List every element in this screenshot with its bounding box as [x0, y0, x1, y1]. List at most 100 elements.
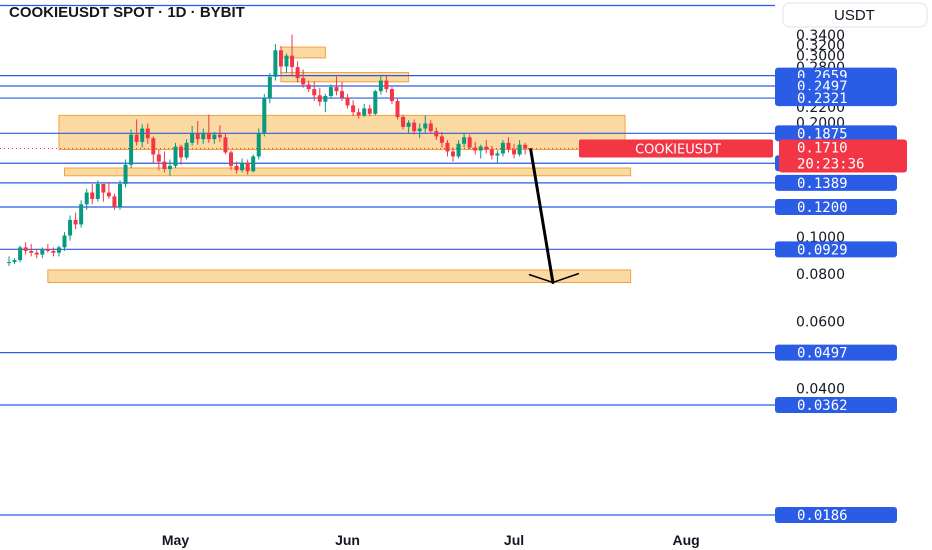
- candle-body: [351, 105, 356, 113]
- level-tag-label: 0.0497: [797, 346, 848, 362]
- support-resistance-zone: [64, 167, 632, 177]
- y-tick-label: 0.0800: [796, 267, 845, 283]
- candle-body: [240, 162, 245, 171]
- arrow-head: [528, 272, 580, 284]
- candle-body: [328, 87, 333, 97]
- candle-body: [173, 146, 178, 166]
- candle-body: [123, 164, 128, 184]
- candle-body: [462, 137, 467, 144]
- candle-body: [162, 161, 167, 170]
- candle-body: [106, 192, 111, 197]
- candle-body: [112, 196, 117, 208]
- candle-body: [195, 133, 200, 140]
- candle-body: [384, 80, 389, 90]
- candle-body: [284, 55, 289, 67]
- candle-body: [262, 98, 267, 133]
- candle-body: [56, 247, 61, 253]
- candle-body: [201, 132, 206, 140]
- candle-body: [23, 247, 28, 251]
- candle-body: [290, 55, 295, 68]
- candle-body: [90, 192, 95, 199]
- level-tag: [775, 125, 897, 142]
- candle-body: [467, 137, 472, 148]
- candle-body: [29, 250, 34, 253]
- candle-body: [184, 142, 189, 158]
- current-price-label: 0.1710: [797, 141, 848, 157]
- candle-body: [423, 123, 428, 129]
- currency-label: USDT: [834, 7, 875, 24]
- candle-body: [506, 142, 511, 150]
- candle-body: [45, 249, 50, 251]
- candle-body: [500, 142, 505, 154]
- level-tag: [775, 344, 897, 361]
- x-tick-label: Jul: [504, 532, 524, 548]
- candle-body: [451, 151, 455, 157]
- level-tag: [775, 77, 897, 94]
- candle-body: [312, 89, 317, 96]
- symbol-tag: [579, 139, 773, 158]
- chart-title: COOKIEUSDT SPOT · 1D · BYBIT: [9, 4, 245, 21]
- candle-body: [145, 128, 150, 139]
- candle-body: [406, 122, 411, 127]
- candle-body: [217, 134, 222, 138]
- candle-body: [323, 96, 328, 102]
- candle-body: [456, 143, 461, 157]
- candle-body: [151, 138, 156, 155]
- candle-body: [256, 132, 261, 157]
- candle-body: [489, 149, 494, 156]
- candle-body: [223, 137, 228, 153]
- candle-body: [251, 156, 256, 172]
- currency-box[interactable]: [782, 2, 928, 28]
- candle-body: [62, 235, 67, 248]
- candle-body: [356, 112, 361, 116]
- candle-body: [79, 204, 84, 225]
- candle-body: [212, 134, 217, 140]
- time-axis[interactable]: May Jun Jul Aug: [162, 532, 700, 548]
- candle-body: [156, 154, 161, 162]
- zone-layer: [47, 46, 632, 283]
- candle-body: [84, 192, 89, 205]
- candle-body: [362, 108, 367, 116]
- candle-body: [12, 260, 17, 263]
- candle-body: [317, 95, 322, 102]
- candle-body: [190, 133, 195, 143]
- level-tag-label: 0.0929: [797, 242, 848, 258]
- arrow-shaft: [529, 147, 555, 284]
- y-tick-label: 0.3200: [796, 38, 845, 54]
- candle-body: [340, 91, 344, 98]
- candle-body: [301, 78, 306, 85]
- candle-body: [34, 252, 39, 255]
- candle-body: [345, 97, 350, 106]
- candle-body: [51, 250, 56, 253]
- level-tag-label: 0.1200: [797, 200, 848, 216]
- candle-body: [417, 128, 422, 132]
- candle-body: [140, 128, 145, 142]
- candle-body: [334, 87, 339, 92]
- candle-body: [95, 183, 100, 199]
- x-tick-label: May: [162, 532, 189, 548]
- candle-body: [517, 144, 522, 155]
- y-tick-label: 0.3400: [796, 28, 845, 44]
- candle-body: [206, 132, 211, 140]
- candle-body: [118, 183, 122, 208]
- candle-body: [179, 146, 184, 158]
- candle-body: [395, 101, 400, 117]
- level-tags-layer: 0.26590.24970.23210.18750.15640.13890.12…: [579, 67, 907, 524]
- level-tag: [775, 507, 897, 523]
- x-tick-label: Aug: [672, 532, 699, 548]
- level-tag-label: 0.1389: [797, 176, 848, 192]
- candle-body: [434, 131, 439, 137]
- candle-body: [278, 50, 283, 67]
- candles-layer: [7, 34, 528, 266]
- candle-body: [134, 134, 139, 142]
- candle-body: [234, 165, 239, 171]
- y-tick-label: 0.0600: [796, 315, 845, 331]
- level-tag: [775, 397, 897, 414]
- candle-body: [523, 144, 528, 149]
- candle-body: [68, 219, 73, 236]
- candle-body: [495, 153, 500, 156]
- support-resistance-zone: [280, 71, 410, 83]
- candle-body: [373, 91, 378, 114]
- support-resistance-zone: [47, 269, 632, 283]
